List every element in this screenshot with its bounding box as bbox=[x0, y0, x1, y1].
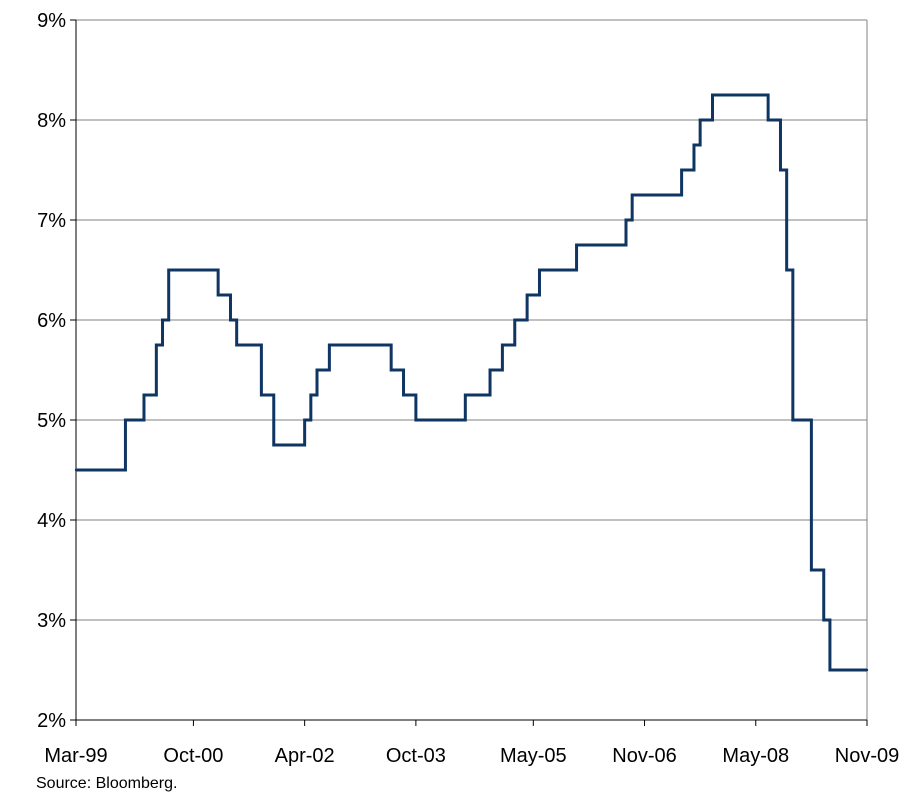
x-tick-label: Nov-09 bbox=[835, 745, 899, 767]
data-point bbox=[235, 343, 238, 347]
x-tick-label: Mar-99 bbox=[44, 745, 107, 767]
x-tick-label: May-05 bbox=[500, 745, 567, 767]
data-point bbox=[828, 668, 832, 672]
data-point bbox=[711, 93, 714, 97]
x-tick-label: Apr-02 bbox=[275, 745, 335, 767]
data-point bbox=[865, 668, 869, 672]
data-point bbox=[810, 568, 813, 572]
data-point bbox=[785, 268, 788, 272]
data-point bbox=[167, 268, 170, 272]
ticks bbox=[70, 19, 868, 726]
data-point bbox=[791, 418, 795, 422]
data-point bbox=[272, 443, 275, 447]
x-tick-label: Oct-00 bbox=[163, 745, 223, 767]
data-point bbox=[229, 318, 232, 322]
data-point bbox=[155, 343, 158, 347]
data-point bbox=[402, 393, 405, 397]
y-tick-label: 2% bbox=[37, 710, 66, 732]
data-point bbox=[315, 368, 319, 372]
data-point bbox=[822, 618, 825, 622]
axes bbox=[75, 19, 868, 721]
data-point bbox=[513, 318, 516, 322]
gridlines bbox=[76, 19, 867, 621]
data-point bbox=[216, 293, 220, 297]
y-tick-label: 9% bbox=[37, 10, 66, 32]
data-point bbox=[698, 118, 702, 122]
tick-labels: 2% 3% 4% 5% 6% 7% 8% 9% Mar-99 Oct-00 Apr-02 Oct-03… bbox=[37, 10, 899, 767]
y-tick-label: 7% bbox=[37, 210, 66, 232]
series-line bbox=[76, 93, 867, 672]
data-point bbox=[779, 168, 782, 172]
data-point bbox=[389, 368, 393, 372]
data-point bbox=[538, 268, 541, 272]
x-tick-label: May-08 bbox=[722, 745, 789, 767]
y-tick-label: 8% bbox=[37, 110, 66, 132]
data-point bbox=[142, 393, 146, 397]
data-point bbox=[624, 218, 628, 222]
y-tick-label: 3% bbox=[37, 610, 66, 632]
data-point bbox=[161, 318, 164, 322]
source-note: Source: Bloomberg. bbox=[36, 775, 178, 792]
data-point bbox=[766, 118, 770, 122]
data-point bbox=[464, 393, 467, 397]
data-point bbox=[630, 193, 634, 197]
y-tick-label: 4% bbox=[37, 510, 66, 532]
data-point bbox=[303, 418, 306, 422]
data-point bbox=[501, 343, 504, 347]
data-point bbox=[124, 418, 127, 422]
data-point bbox=[309, 393, 313, 397]
data-point bbox=[692, 143, 696, 147]
data-point bbox=[525, 293, 529, 297]
series-layer bbox=[74, 93, 869, 672]
y-tick-label: 6% bbox=[37, 310, 66, 332]
data-point bbox=[328, 343, 331, 347]
x-tick-label: Oct-03 bbox=[386, 745, 446, 767]
data-point bbox=[260, 393, 263, 397]
data-point bbox=[575, 243, 578, 247]
data-point bbox=[488, 368, 492, 372]
y-tick-label: 5% bbox=[37, 410, 66, 432]
x-tick-label: Nov-06 bbox=[612, 745, 676, 767]
data-point bbox=[680, 168, 683, 172]
data-point bbox=[414, 418, 418, 422]
data-point bbox=[74, 468, 78, 472]
